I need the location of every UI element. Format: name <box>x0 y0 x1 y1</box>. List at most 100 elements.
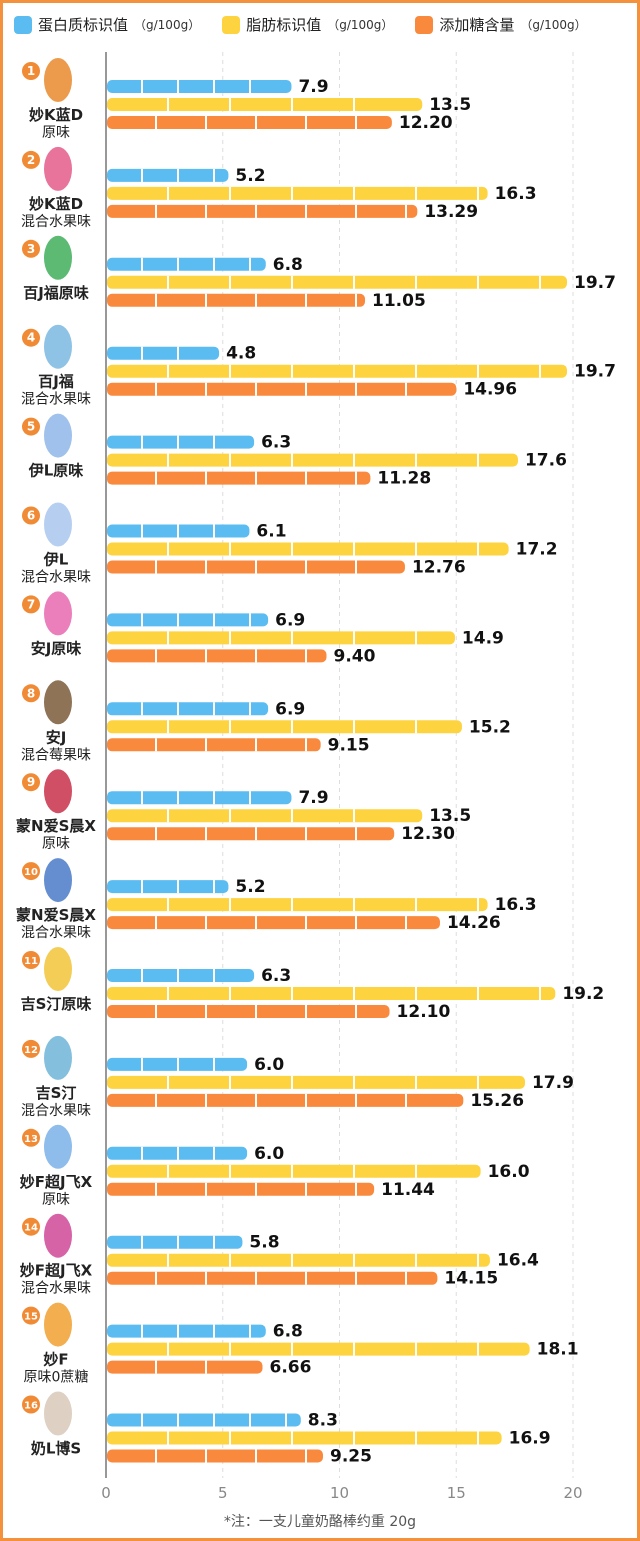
bar-fat <box>107 1431 502 1445</box>
data-label: 12.10 <box>397 1002 451 1022</box>
product-image <box>44 947 72 991</box>
rank-number: 3 <box>27 242 35 256</box>
product-image <box>44 858 72 903</box>
bar-protein <box>107 791 292 805</box>
data-label: 13.5 <box>429 95 471 115</box>
rank-badge <box>22 417 40 436</box>
data-label: 15.26 <box>470 1091 524 1111</box>
x-tick-label: 20 <box>563 1484 582 1502</box>
rank-number: 1 <box>27 64 35 78</box>
product-image <box>44 1035 72 1080</box>
bar-sugar <box>107 116 392 129</box>
legend-unit: （g/100g） <box>134 18 201 32</box>
product-image <box>44 324 72 369</box>
bar-fat <box>107 720 462 734</box>
data-label: 6.0 <box>254 1055 284 1075</box>
legend-item-protein: 蛋白质标识值 （g/100g） <box>14 14 200 35</box>
data-label: 9.25 <box>330 1447 372 1467</box>
product-name: 安J <box>46 728 67 746</box>
product-flavor: 原味 <box>42 125 70 141</box>
bar-fat <box>107 987 556 1000</box>
product-name: 吉S汀原味 <box>21 995 92 1013</box>
bar-fat <box>107 1164 481 1178</box>
legend-swatch-protein <box>14 15 32 34</box>
legend-unit: （g/100g） <box>327 18 394 32</box>
legend-item-sugar: 添加糖含量 （g/100g） <box>415 14 587 35</box>
product-name: 安J原味 <box>31 639 82 657</box>
rank-number: 2 <box>27 153 35 167</box>
legend-label: 蛋白质标识值 <box>38 16 129 34</box>
rank-number: 15 <box>24 1312 38 1323</box>
product-name: 蒙N爱S晨X <box>16 817 96 835</box>
x-tick-label: 15 <box>447 1484 466 1502</box>
data-label: 17.6 <box>525 451 567 471</box>
bar-protein <box>107 613 269 627</box>
legend-swatch-fat <box>222 15 241 34</box>
data-label: 18.1 <box>537 1340 579 1360</box>
data-label: 14.96 <box>463 380 517 400</box>
data-label: 6.66 <box>270 1358 312 1378</box>
product-image <box>44 235 72 280</box>
product-flavor: 原味 <box>42 1192 70 1208</box>
data-label: 5.2 <box>235 166 265 186</box>
legend-label: 添加糖含量 <box>439 16 515 34</box>
bar-protein <box>107 168 229 182</box>
data-label: 11.44 <box>381 1180 435 1200</box>
data-label: 6.3 <box>261 966 291 986</box>
rank-badge <box>22 1128 40 1147</box>
product-flavor: 混合水果味 <box>21 925 91 941</box>
data-label: 13.5 <box>429 806 471 826</box>
product-image <box>44 1391 72 1436</box>
bar-fat <box>107 1253 490 1267</box>
rank-badge <box>22 1395 40 1414</box>
product-flavor: 混合莓果味 <box>21 747 91 763</box>
bar-sugar <box>107 1271 438 1285</box>
product-name: 妙F <box>43 1351 68 1369</box>
bar-protein <box>107 257 266 271</box>
bar-sugar <box>107 1182 375 1196</box>
bar-sugar <box>107 471 371 485</box>
rank-number: 6 <box>27 509 35 523</box>
bar-fat <box>107 631 455 645</box>
bar-fat <box>107 364 567 378</box>
data-label: 17.9 <box>532 1073 574 1093</box>
legend-item-fat: 脂肪标识值 （g/100g） <box>222 14 393 35</box>
x-tick-label: 5 <box>218 1484 228 1502</box>
product-image <box>44 58 72 102</box>
data-label: 19.7 <box>574 362 616 382</box>
x-tick-label: 0 <box>101 1484 111 1502</box>
data-label: 6.1 <box>256 522 286 542</box>
bar-protein <box>107 969 255 982</box>
bar-sugar <box>107 204 418 218</box>
data-label: 11.28 <box>377 469 431 489</box>
product-image <box>44 680 72 725</box>
rank-badge <box>22 150 40 169</box>
bar-protein <box>107 1413 301 1427</box>
product-name: 蒙N爱S晨X <box>16 906 96 924</box>
rank-badge <box>22 1039 40 1058</box>
bar-protein <box>107 346 220 360</box>
data-label: 16.4 <box>497 1251 539 1271</box>
product-image <box>44 591 72 636</box>
product-flavor: 混合水果味 <box>21 1281 91 1297</box>
rank-badge <box>22 951 40 969</box>
x-tick-label: 10 <box>330 1484 349 1502</box>
product-image <box>44 413 72 458</box>
data-label: 15.2 <box>469 717 511 737</box>
bar-protein <box>107 880 229 894</box>
rank-number: 12 <box>24 1045 38 1056</box>
data-label: 12.76 <box>412 558 466 578</box>
data-label: 14.26 <box>447 913 501 933</box>
data-label: 11.05 <box>372 291 426 311</box>
data-label: 9.15 <box>328 735 370 755</box>
data-label: 5.8 <box>249 1233 279 1253</box>
bar-fat <box>107 186 488 200</box>
product-name: 妙F超J飞X <box>20 1262 93 1280</box>
rank-number: 16 <box>24 1401 38 1412</box>
data-label: 17.2 <box>516 540 558 560</box>
bar-fat <box>107 275 567 289</box>
data-label: 9.40 <box>333 646 375 666</box>
data-label: 6.3 <box>261 433 291 453</box>
bar-sugar <box>107 1449 323 1463</box>
